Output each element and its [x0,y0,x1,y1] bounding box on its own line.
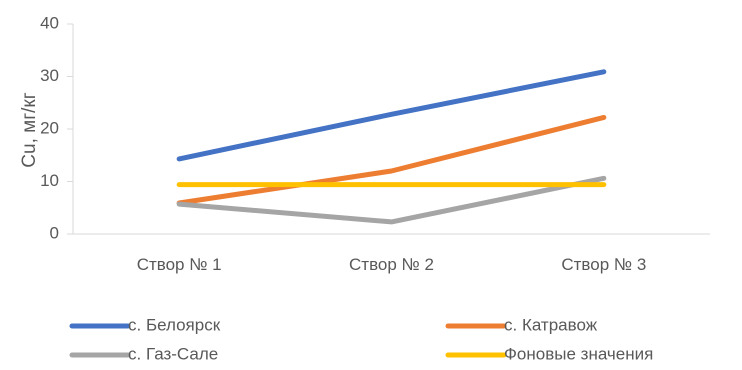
legend-label: с. Катравож [504,315,598,334]
y-axis-title: Cu, мг/кг [19,92,40,167]
x-tick-label: Створ № 1 [137,255,222,274]
legend-label: с. Белоярск [128,315,221,334]
x-tick-label: Створ № 2 [349,255,434,274]
y-tick-label: 0 [50,223,59,242]
y-tick-label: 30 [40,66,59,85]
y-tick-label: 40 [40,13,59,32]
legend-label: с. Газ-Сале [128,344,218,363]
y-tick-label: 10 [40,171,59,190]
series-line [179,72,604,159]
legend-label: Фоновые значения [504,344,653,363]
y-tick-label: 20 [40,118,59,137]
x-tick-label: Створ № 3 [561,255,646,274]
